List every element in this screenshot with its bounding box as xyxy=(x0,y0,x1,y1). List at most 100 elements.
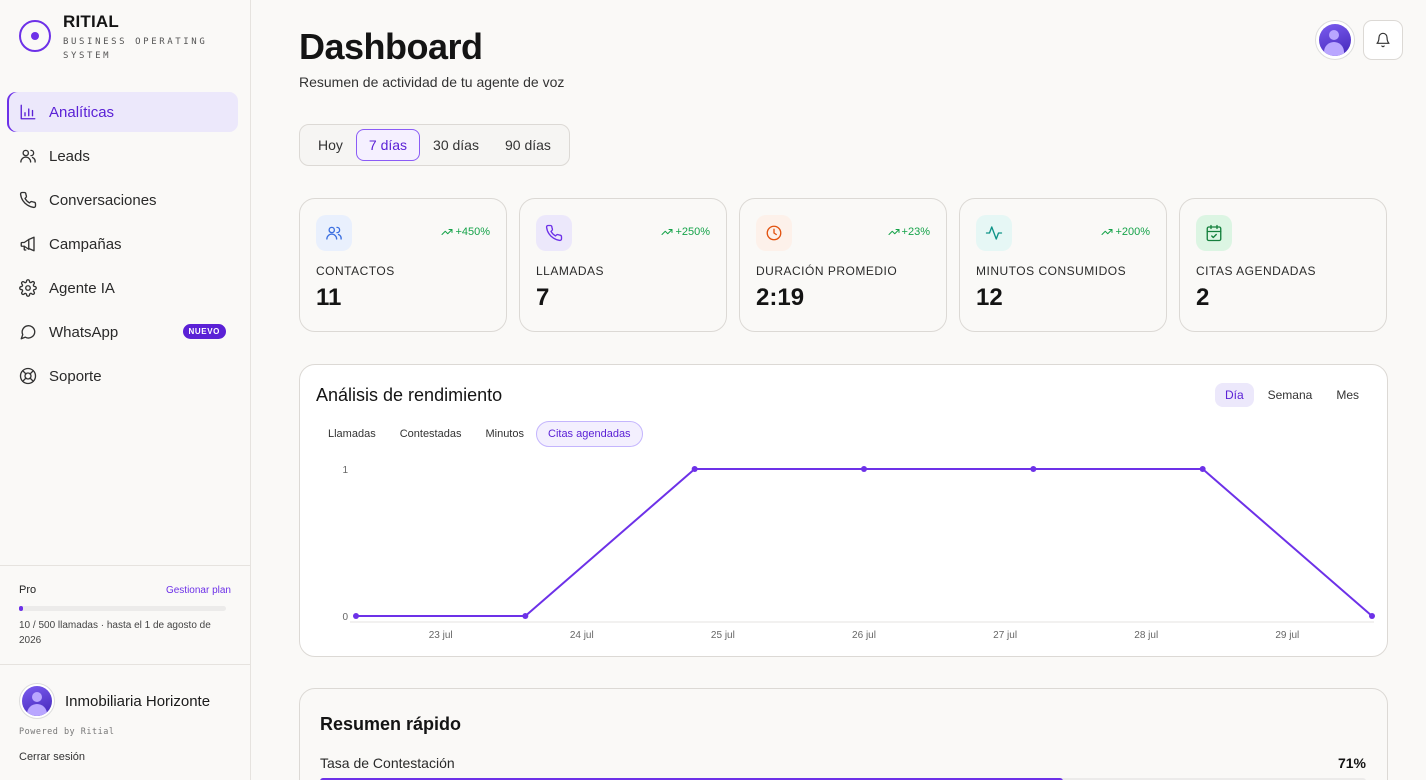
sidebar-item-whatsapp[interactable]: WhatsApp NUEVO xyxy=(7,312,238,352)
metric-selector: Llamadas Contestadas Minutos Citas agendada… xyxy=(316,421,643,447)
sidebar-item-label: Leads xyxy=(49,147,90,165)
gear-icon xyxy=(19,279,37,297)
calendar-check-icon xyxy=(1206,224,1222,242)
x-tick-label: 25 jul xyxy=(711,630,735,641)
sidebar-item-label: Agente IA xyxy=(49,279,115,297)
metric-llamadas[interactable]: Llamadas xyxy=(328,428,376,440)
clock-icon xyxy=(766,225,782,241)
x-tick-label: 29 jul xyxy=(1275,630,1299,641)
stat-label: MINUTOS CONSUMIDOS xyxy=(976,264,1127,278)
plan-usage-note: 10 / 500 llamadas · hasta el 1 de agosto… xyxy=(19,620,211,646)
phone-icon xyxy=(545,224,563,242)
lifebuoy-icon xyxy=(19,367,37,385)
stat-label: DURACIÓN PROMEDIO xyxy=(756,264,898,278)
stat-card-duracion-promedio: +23% DURACIÓN PROMEDIO 2:19 xyxy=(739,198,947,332)
activity-icon xyxy=(985,226,1003,240)
x-tick-label: 28 jul xyxy=(1134,630,1158,641)
data-point[interactable] xyxy=(522,613,529,619)
stat-trend-value: +250% xyxy=(675,226,710,238)
stat-cards: +450% CONTACTOS 11 +250% LLAMADAS 7 +23% DURACI… xyxy=(299,198,1399,332)
brand-logo-icon xyxy=(19,20,51,52)
activity-icon xyxy=(976,215,1012,251)
trending-up-icon xyxy=(1101,229,1113,235)
stat-value: 12 xyxy=(976,284,1003,311)
trending-up-icon xyxy=(661,229,673,235)
stat-value: 2:19 xyxy=(756,284,805,311)
summary-title: Resumen rápido xyxy=(320,714,462,734)
range-90-dias[interactable]: 90 días xyxy=(504,137,551,153)
metric-contestadas[interactable]: Contestadas xyxy=(399,428,462,440)
users-icon xyxy=(316,215,352,251)
clock-icon xyxy=(756,215,792,251)
sidebar-item-label: Campañas xyxy=(49,235,122,253)
range-7-dias[interactable]: 7 días xyxy=(355,129,421,161)
data-point[interactable] xyxy=(1369,613,1375,619)
summary-row-fill xyxy=(320,778,1063,780)
summary-row: Tasa de Contestación 71% xyxy=(320,755,1366,771)
gear-icon xyxy=(19,279,37,297)
stat-trend: +23% xyxy=(888,226,930,238)
users-icon xyxy=(20,149,36,163)
trending-up-icon xyxy=(888,229,900,235)
bell-icon xyxy=(1376,32,1390,48)
sidebar-item-label: WhatsApp xyxy=(49,323,119,341)
stat-value: 7 xyxy=(536,284,550,311)
data-point[interactable] xyxy=(1199,466,1206,472)
logout-link[interactable]: Cerrar sesión xyxy=(19,751,86,763)
summary-row-bar xyxy=(320,778,1366,780)
period-semana[interactable]: Semana xyxy=(1267,388,1313,402)
stat-trend-value: +23% xyxy=(901,226,930,238)
bar-chart-icon xyxy=(19,103,37,121)
profile-button[interactable] xyxy=(1315,20,1355,60)
sidebar-nav: Analíticas Leads Conversaciones Campañas Age… xyxy=(7,92,238,400)
avatar[interactable] xyxy=(1315,20,1355,60)
data-point[interactable] xyxy=(353,613,359,619)
brand-tagline: BUSINESS OPERATING SYSTEM xyxy=(63,37,208,61)
period-dia[interactable]: Día xyxy=(1214,383,1254,407)
sidebar-item-analiticas[interactable]: Analíticas xyxy=(7,92,238,132)
metric-minutos[interactable]: Minutos xyxy=(485,428,524,440)
brand-name: RITIAL xyxy=(63,12,119,31)
users-icon xyxy=(326,226,342,240)
date-range-selector: Hoy 7 días 30 días 90 días xyxy=(299,124,570,166)
sidebar-item-conversaciones[interactable]: Conversaciones xyxy=(7,180,238,220)
user-avatar-icon xyxy=(22,686,52,716)
data-point[interactable] xyxy=(691,466,698,472)
metric-citas-agendadas[interactable]: Citas agendadas xyxy=(536,421,643,447)
summary-row-label: Tasa de Contestación xyxy=(320,755,455,771)
period-selector: Día Semana Mes xyxy=(1211,383,1369,407)
y-tick-label: 0 xyxy=(342,612,348,623)
sidebar-item-campanas[interactable]: Campañas xyxy=(7,224,238,264)
brand[interactable]: RITIAL BUSINESS OPERATING SYSTEM xyxy=(19,12,223,63)
plan-usage-fill xyxy=(19,606,24,611)
powered-by: Powered by Ritial xyxy=(19,727,115,737)
stat-trend: +450% xyxy=(441,226,490,238)
stat-label: CITAS AGENDADAS xyxy=(1196,264,1316,278)
period-mes[interactable]: Mes xyxy=(1336,388,1359,402)
y-tick-label: 1 xyxy=(342,465,348,476)
plan-panel: Pro Gestionar plan 10 / 500 llamadas · h… xyxy=(0,565,250,665)
sidebar-item-agente-ia[interactable]: Agente IA xyxy=(7,268,238,308)
account-name: Inmobiliaria Horizonte xyxy=(65,692,211,710)
stat-trend-value: +200% xyxy=(1115,226,1150,238)
user-avatar-icon xyxy=(1319,24,1351,56)
x-tick-label: 24 jul xyxy=(570,630,594,641)
phone-icon xyxy=(19,191,37,209)
x-tick-label: 23 jul xyxy=(429,630,453,641)
manage-plan-link[interactable]: Gestionar plan xyxy=(165,584,231,596)
notifications-button[interactable] xyxy=(1363,20,1403,60)
range-hoy[interactable]: Hoy xyxy=(318,137,343,153)
sidebar-item-label: Analíticas xyxy=(49,103,115,121)
chat-bubble-icon xyxy=(19,323,37,341)
stat-trend: +200% xyxy=(1101,226,1150,238)
sidebar-item-leads[interactable]: Leads xyxy=(7,136,238,176)
chat-bubble-icon xyxy=(20,325,36,340)
avatar[interactable] xyxy=(19,683,55,719)
data-point[interactable] xyxy=(861,466,867,472)
data-point[interactable] xyxy=(1030,466,1037,472)
stat-card-citas-agendadas: CITAS AGENDADAS 2 xyxy=(1179,198,1387,332)
phone-icon xyxy=(536,215,572,251)
sidebar-item-soporte[interactable]: Soporte xyxy=(7,356,238,396)
plan-usage-bar xyxy=(19,606,226,611)
range-30-dias[interactable]: 30 días xyxy=(433,137,479,153)
